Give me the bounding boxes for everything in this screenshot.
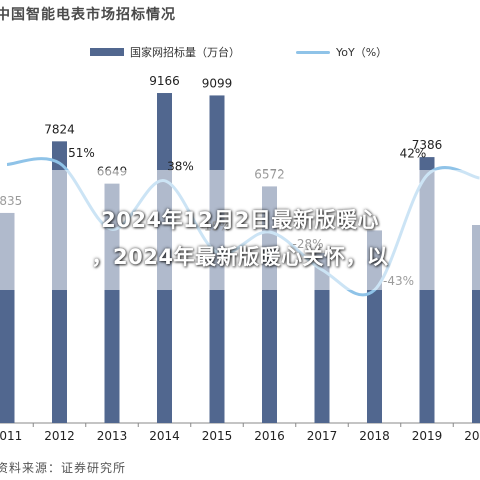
yoy-value-label-2012: 51%: [68, 146, 95, 160]
x-tick-label-2019: 2019: [412, 429, 443, 443]
bar-value-label-2012: 7824: [44, 122, 75, 136]
bar-value-label-2015: 9099: [202, 76, 233, 90]
x-tick-label-2018: 2018: [359, 429, 390, 443]
x-tick-label-2012: 2012: [44, 429, 75, 443]
bar-value-label-2014: 9166: [149, 74, 180, 88]
bar-2020: [472, 225, 480, 423]
overlay-banner: 2024年12月2日最新版暖心 ，2024年最新版暖心关怀，以: [0, 170, 480, 290]
x-tick-label-2016: 2016: [254, 429, 285, 443]
x-tick-label-2015: 2015: [202, 429, 233, 443]
x-tick-label-2014: 2014: [149, 429, 180, 443]
source-note: 资料来源：证券研究所: [0, 461, 127, 475]
x-tick-label-2011: 2011: [0, 429, 22, 443]
legend-line-label: YoY（%）: [336, 46, 388, 59]
x-tick-label-2017: 2017: [307, 429, 338, 443]
bar-value-label-2019: 7386: [412, 138, 443, 152]
x-tick-label-2020: 2020: [464, 429, 480, 443]
legend-bar-swatch: [90, 48, 124, 56]
legend-line-series: YoY（%）: [296, 44, 387, 60]
bar-2017: [314, 253, 330, 423]
yoy-value-label-2019: 42%: [400, 146, 427, 160]
legend-bar-label: 国家网招标量（万台）: [130, 46, 240, 59]
legend-bar-series: 国家网招标量（万台）: [90, 44, 240, 60]
overlay-text-line-1: 2024年12月2日最新版暖心: [101, 208, 379, 232]
overlay-text-line-2: ，2024年最新版暖心关怀，以: [91, 245, 389, 269]
legend-line-swatch: [296, 50, 330, 54]
chart-title: 中国智能电表市场招标情况: [0, 7, 176, 23]
x-tick-label-2013: 2013: [97, 429, 128, 443]
